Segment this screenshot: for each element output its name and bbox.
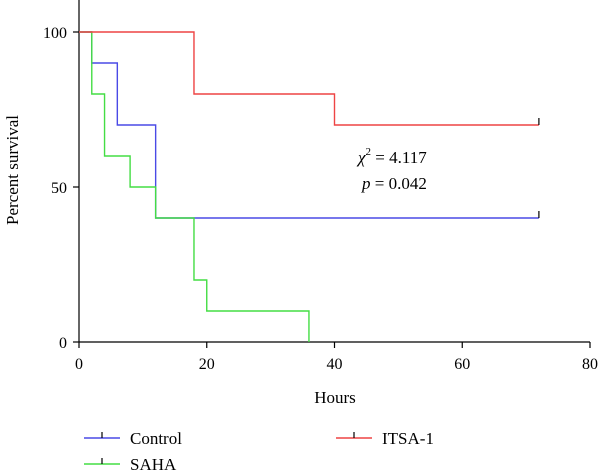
chi-value: = 4.117: [371, 148, 427, 167]
x-axis-label: Hours: [314, 388, 356, 407]
p-value-annotation: p = 0.042: [361, 174, 427, 193]
x-tick-label: 60: [454, 356, 470, 373]
series-line-itsa-1: [79, 31, 539, 126]
legend: Control SAHA ITSA-1: [84, 429, 434, 474]
legend-label-saha: SAHA: [130, 455, 177, 474]
chi-square-annotation: χ2 = 4.117: [356, 146, 427, 167]
x-tick-label: 80: [582, 356, 598, 373]
x-tick-label: 40: [327, 356, 343, 373]
legend-label-itsa-1: ITSA-1: [382, 429, 434, 448]
x-tick-label: 0: [75, 356, 83, 373]
y-tick-label: 0: [59, 335, 67, 352]
y-axis-label: Percent survival: [3, 115, 22, 225]
legend-label-control: Control: [130, 429, 182, 448]
x-tick-label: 20: [199, 356, 215, 373]
p-symbol: p: [361, 174, 371, 193]
p-value: = 0.042: [371, 174, 427, 193]
series-line-saha: [79, 31, 310, 342]
y-tick-label: 100: [43, 25, 67, 42]
y-tick-label: 50: [51, 180, 67, 197]
chi-symbol: χ: [356, 148, 366, 167]
series-layer: [79, 31, 540, 342]
ticks: 0 20 40 60 80 0 50 100: [43, 25, 598, 373]
chi-exponent: 2: [365, 146, 371, 158]
